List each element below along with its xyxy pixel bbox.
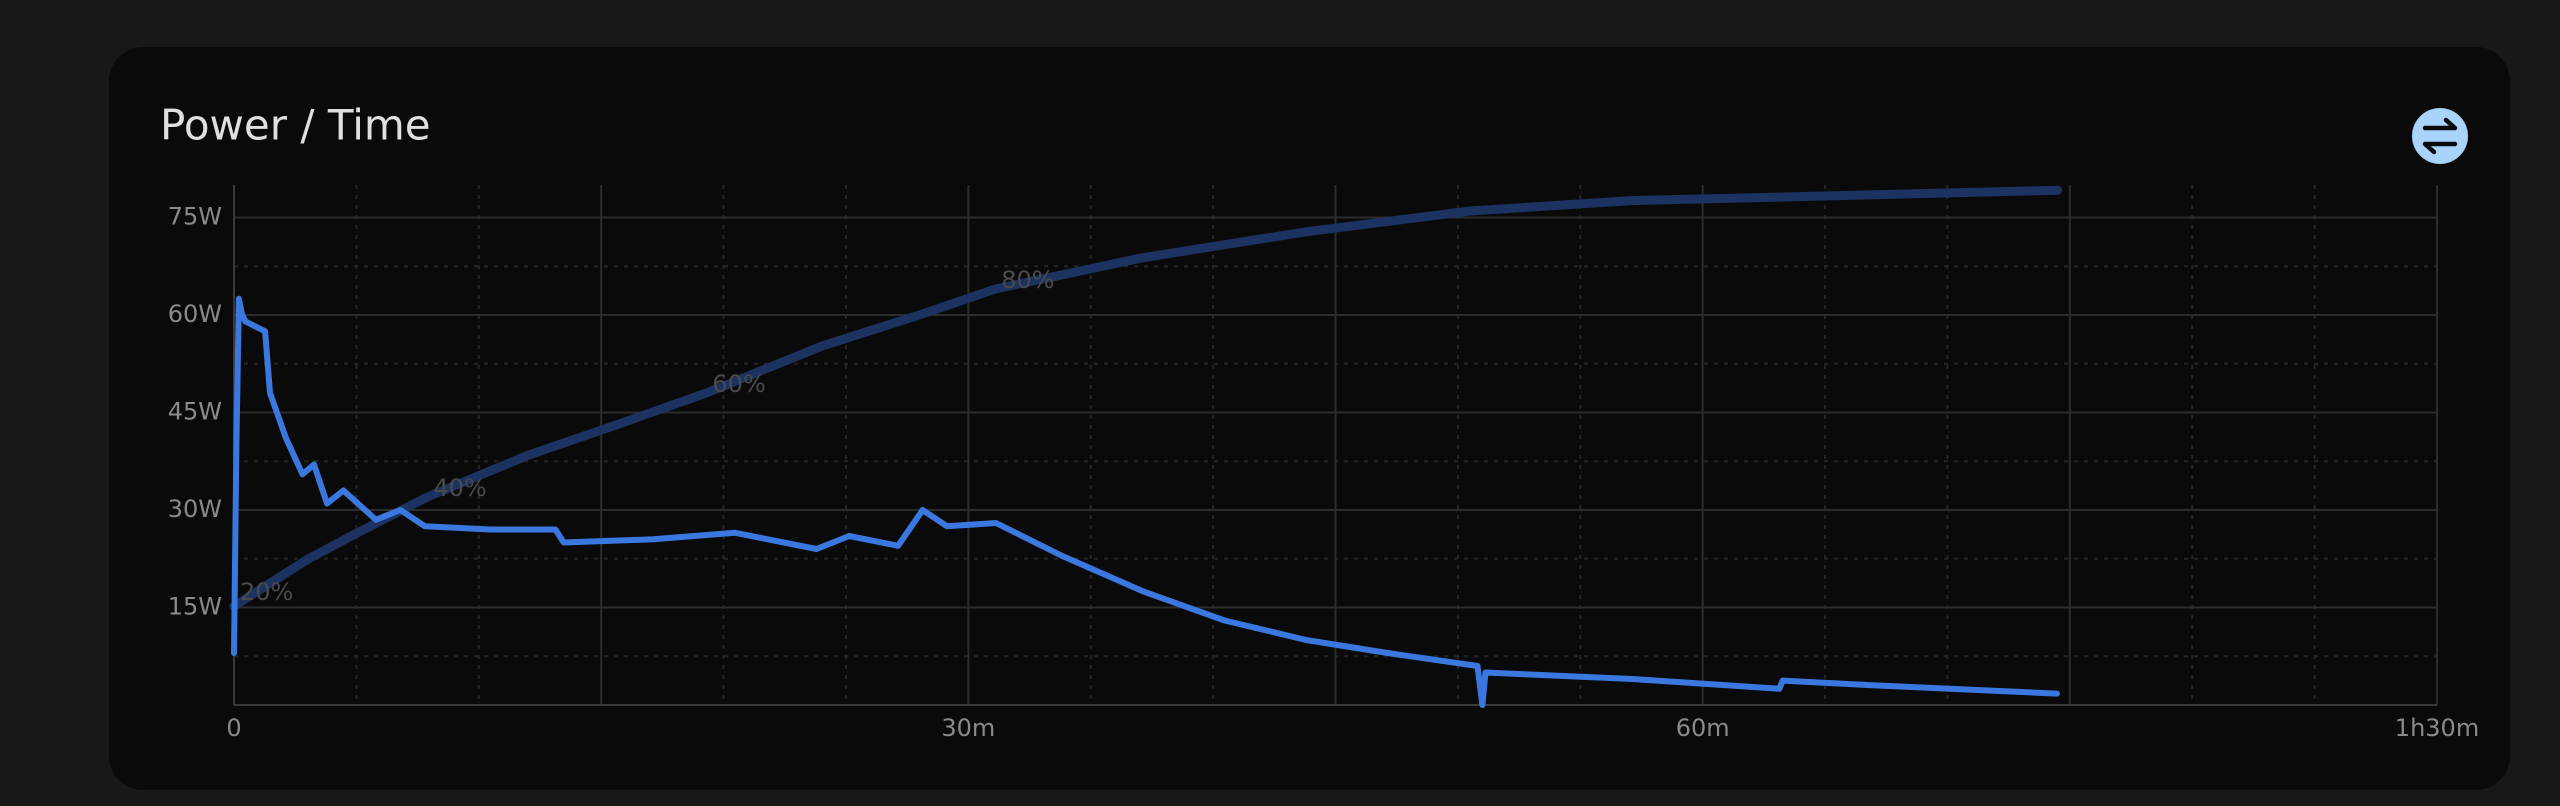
swap-button-circle[interactable] xyxy=(2412,108,2468,164)
power-line xyxy=(231,295,2060,708)
y-tick-label: 15W xyxy=(168,593,222,621)
battery-label: 20% xyxy=(240,578,293,606)
card xyxy=(109,47,2510,790)
battery-line xyxy=(229,185,2063,611)
swap-icon[interactable] xyxy=(2422,117,2458,155)
y-tick-label: 60W xyxy=(168,300,222,328)
x-tick-label: 0 xyxy=(226,714,241,742)
y-tick-label: 45W xyxy=(168,398,222,426)
x-tick-label: 1h30m xyxy=(2395,714,2479,742)
y-tick-label: 75W xyxy=(168,203,222,231)
chart-title: Power / Time xyxy=(160,101,431,150)
battery-label: 80% xyxy=(1001,266,1054,294)
swap-button[interactable] xyxy=(2412,108,2468,164)
plot: 15W 30W 45W 60W 75W 0 30m 60m 1h30m 20% 40% 60% 80% xyxy=(168,185,2479,742)
x-tick-label: 60m xyxy=(1676,714,1730,742)
battery-label: 40% xyxy=(433,474,486,502)
y-tick-label: 30W xyxy=(168,495,222,523)
x-tick-label: 30m xyxy=(941,714,995,742)
battery-label: 60% xyxy=(712,370,765,398)
